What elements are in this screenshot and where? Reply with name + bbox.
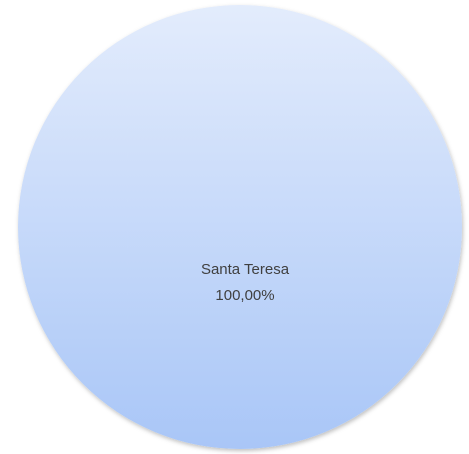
- pie-slice: [18, 5, 462, 449]
- slice-label: Santa Teresa: [201, 261, 290, 278]
- slice-value-label: 100,00%: [215, 287, 274, 304]
